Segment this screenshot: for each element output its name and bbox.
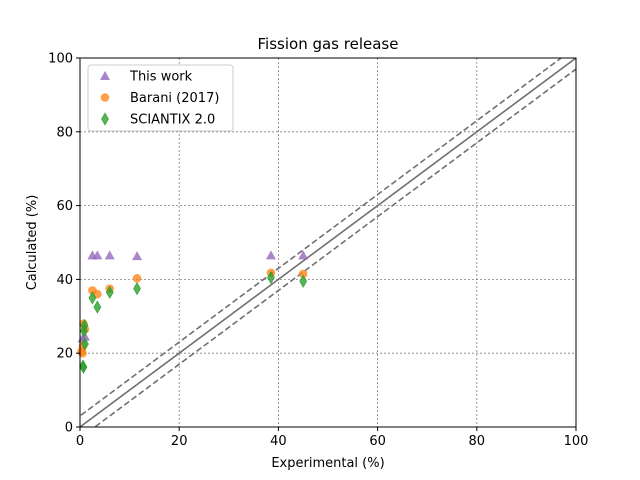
- legend-marker: [101, 112, 109, 126]
- tolerance-line: [93, 68, 576, 427]
- y-tick-label: 60: [56, 199, 73, 214]
- y-axis-ticks: 0 20 40 60 80 100: [48, 52, 80, 436]
- x-axis-ticks: 0 20 40 60 80 100: [76, 427, 589, 449]
- x-tick-label: 80: [469, 434, 486, 449]
- y-tick-label: 80: [56, 125, 73, 140]
- data-point: [299, 274, 308, 288]
- data-point: [88, 291, 97, 305]
- data-point: [79, 331, 90, 341]
- data-point: [265, 250, 276, 260]
- chart-title: Fission gas release: [258, 35, 399, 53]
- data-point: [81, 337, 89, 351]
- y-axis-label: Calculated (%): [25, 195, 40, 291]
- legend-label: This work: [129, 70, 193, 85]
- legend: This work Barani (2017) SCIANTIX 2.0: [87, 64, 234, 132]
- identity-line: [80, 58, 576, 427]
- data-point: [298, 250, 309, 260]
- legend-marker: [100, 93, 110, 102]
- y-tick-label: 100: [48, 52, 73, 67]
- x-tick-label: 20: [171, 434, 188, 449]
- plot-frame: [79, 57, 577, 428]
- tolerance-line: [80, 58, 563, 417]
- y-tick-label: 0: [65, 421, 73, 436]
- data-point: [267, 270, 275, 285]
- reference-lines: [80, 58, 576, 427]
- data-point: [79, 360, 88, 374]
- series-this-work: [77, 250, 309, 343]
- data-points: [77, 250, 309, 374]
- data-point: [104, 250, 115, 260]
- y-tick-label: 40: [56, 273, 73, 288]
- data-point: [132, 251, 143, 261]
- data-point: [93, 300, 102, 314]
- series-sciantix-2-0: [79, 270, 308, 374]
- data-point: [132, 273, 142, 283]
- legend-marker: [100, 71, 110, 80]
- y-tick-label: 20: [56, 347, 73, 362]
- x-tick-label: 0: [76, 434, 84, 449]
- data-point: [133, 282, 141, 296]
- x-tick-label: 100: [564, 434, 589, 449]
- data-point: [298, 269, 308, 279]
- legend-label: Barani (2017): [130, 91, 219, 106]
- x-tick-label: 40: [270, 434, 287, 449]
- data-point: [105, 285, 114, 299]
- legend-box: [87, 64, 234, 132]
- data-point: [92, 250, 103, 260]
- data-point: [80, 318, 89, 333]
- x-axis-label: Experimental (%): [271, 456, 384, 471]
- legend-label: SCIANTIX 2.0: [130, 113, 215, 128]
- x-tick-label: 60: [369, 434, 386, 449]
